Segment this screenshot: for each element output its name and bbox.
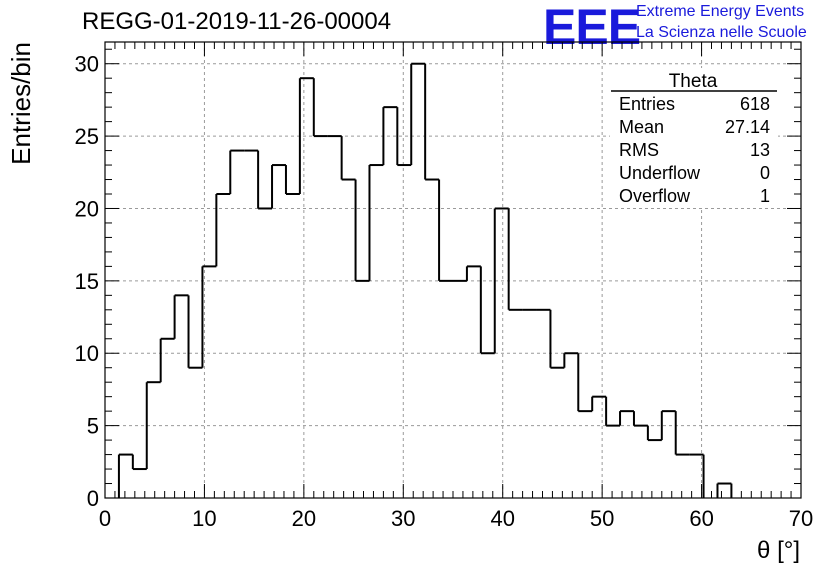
x-tick-label: 70 — [789, 506, 813, 531]
y-tick-label: 25 — [75, 124, 99, 149]
y-tick-label: 30 — [75, 52, 99, 77]
stats-label: Overflow — [619, 186, 691, 206]
axis-ticks — [104, 42, 802, 499]
stats-box: Theta Entries 618 Mean 27.14 RMS 13 Underflow 0… — [610, 68, 778, 208]
y-tick-label: 10 — [75, 341, 99, 366]
logo-caption-line1: Extreme Energy Events — [636, 3, 805, 20]
stats-value: 27.14 — [725, 117, 770, 137]
x-tick-label: 10 — [192, 506, 216, 531]
stats-rows: Entries 618 Mean 27.14 RMS 13 Underflow 0 Overfl… — [619, 94, 770, 206]
stats-box-title: Theta — [669, 71, 718, 92]
stats-value: 618 — [740, 94, 770, 114]
histogram-bars — [117, 62, 733, 498]
x-tick-label: 50 — [590, 506, 614, 531]
x-tick-labels: 0 10 20 30 40 50 60 70 — [99, 506, 813, 531]
x-tick-label: 20 — [292, 506, 316, 531]
y-tick-label: 0 — [87, 486, 99, 511]
x-tick-label: 40 — [490, 506, 514, 531]
grid-lines — [105, 42, 801, 498]
stats-label: RMS — [619, 140, 659, 160]
stats-value: 0 — [760, 163, 770, 183]
x-tick-label: 60 — [689, 506, 713, 531]
stats-label: Underflow — [619, 163, 701, 183]
x-axis-label: θ [°] — [757, 537, 800, 564]
x-tick-label: 0 — [99, 506, 111, 531]
stats-value: 1 — [760, 186, 770, 206]
y-tick-label: 15 — [75, 269, 99, 294]
y-tick-label: 5 — [87, 414, 99, 439]
y-axis-label: Entries/bin — [6, 42, 36, 165]
stats-label: Mean — [619, 117, 664, 137]
y-tick-label: 20 — [75, 196, 99, 221]
plot-title: REGG-01-2019-11-26-00004 — [82, 8, 392, 35]
y-tick-labels: 0 5 10 15 20 25 30 — [75, 52, 99, 511]
stats-label: Entries — [619, 94, 675, 114]
stats-value: 13 — [750, 140, 770, 160]
logo-caption-line2: La Scienza nelle Scuole — [636, 24, 807, 41]
x-tick-label: 30 — [391, 506, 415, 531]
